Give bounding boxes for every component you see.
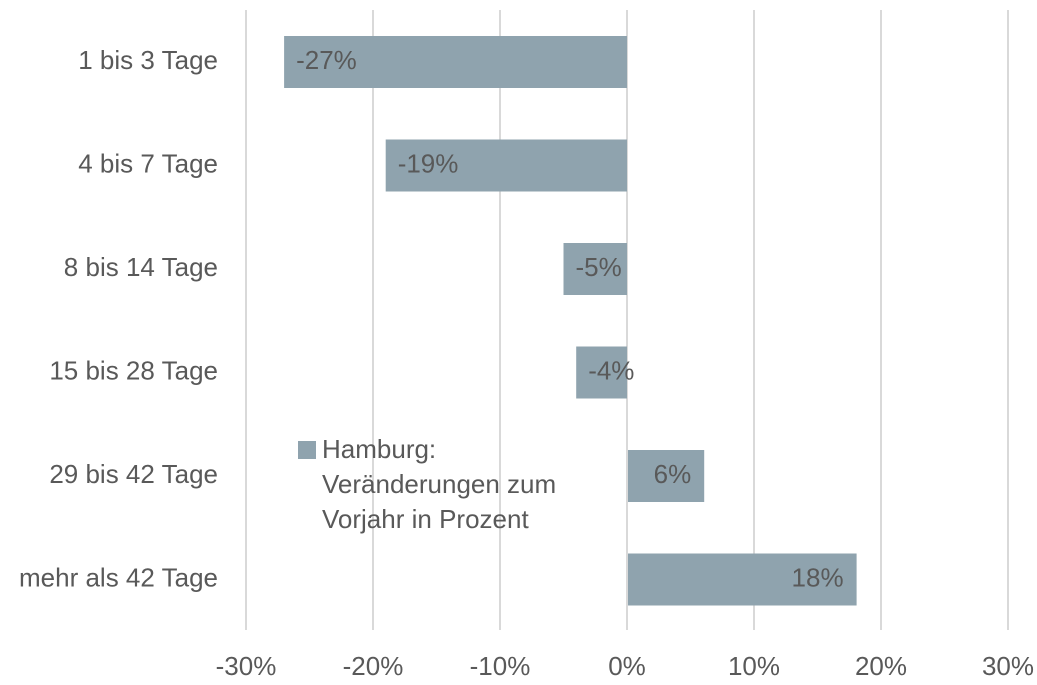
y-tick-label: 1 bis 3 Tage — [78, 45, 218, 75]
data-label: 18% — [792, 562, 844, 592]
bar — [284, 36, 627, 88]
x-tick-label: 0% — [608, 651, 646, 681]
x-tick-label: -10% — [470, 651, 531, 681]
data-label: -4% — [588, 355, 634, 385]
legend-label: Hamburg: Veränderungen zum Vorjahr in Pr… — [322, 434, 557, 534]
data-label: 6% — [654, 459, 692, 489]
bar — [628, 450, 705, 502]
legend-swatch — [298, 441, 316, 459]
y-tick-label: 15 bis 28 Tage — [49, 355, 218, 385]
bar — [385, 139, 627, 192]
x-tick-label: -20% — [343, 651, 404, 681]
bar — [576, 346, 627, 399]
legend: Hamburg: Veränderungen zum Vorjahr in Pr… — [298, 432, 582, 537]
y-tick-label: 29 bis 42 Tage — [49, 459, 218, 489]
y-tick-label: 8 bis 14 Tage — [64, 252, 218, 282]
x-tick-label: 20% — [855, 651, 907, 681]
bar — [628, 553, 857, 606]
x-tick-label: -30% — [216, 651, 277, 681]
x-tick-label: 30% — [982, 651, 1034, 681]
data-label: -19% — [398, 148, 459, 178]
data-label: -5% — [576, 252, 622, 282]
y-tick-label: mehr als 42 Tage — [19, 562, 218, 592]
data-label: -27% — [296, 45, 357, 75]
y-tick-label: 4 bis 7 Tage — [78, 148, 218, 178]
x-tick-label: 10% — [728, 651, 780, 681]
bar — [563, 243, 627, 295]
